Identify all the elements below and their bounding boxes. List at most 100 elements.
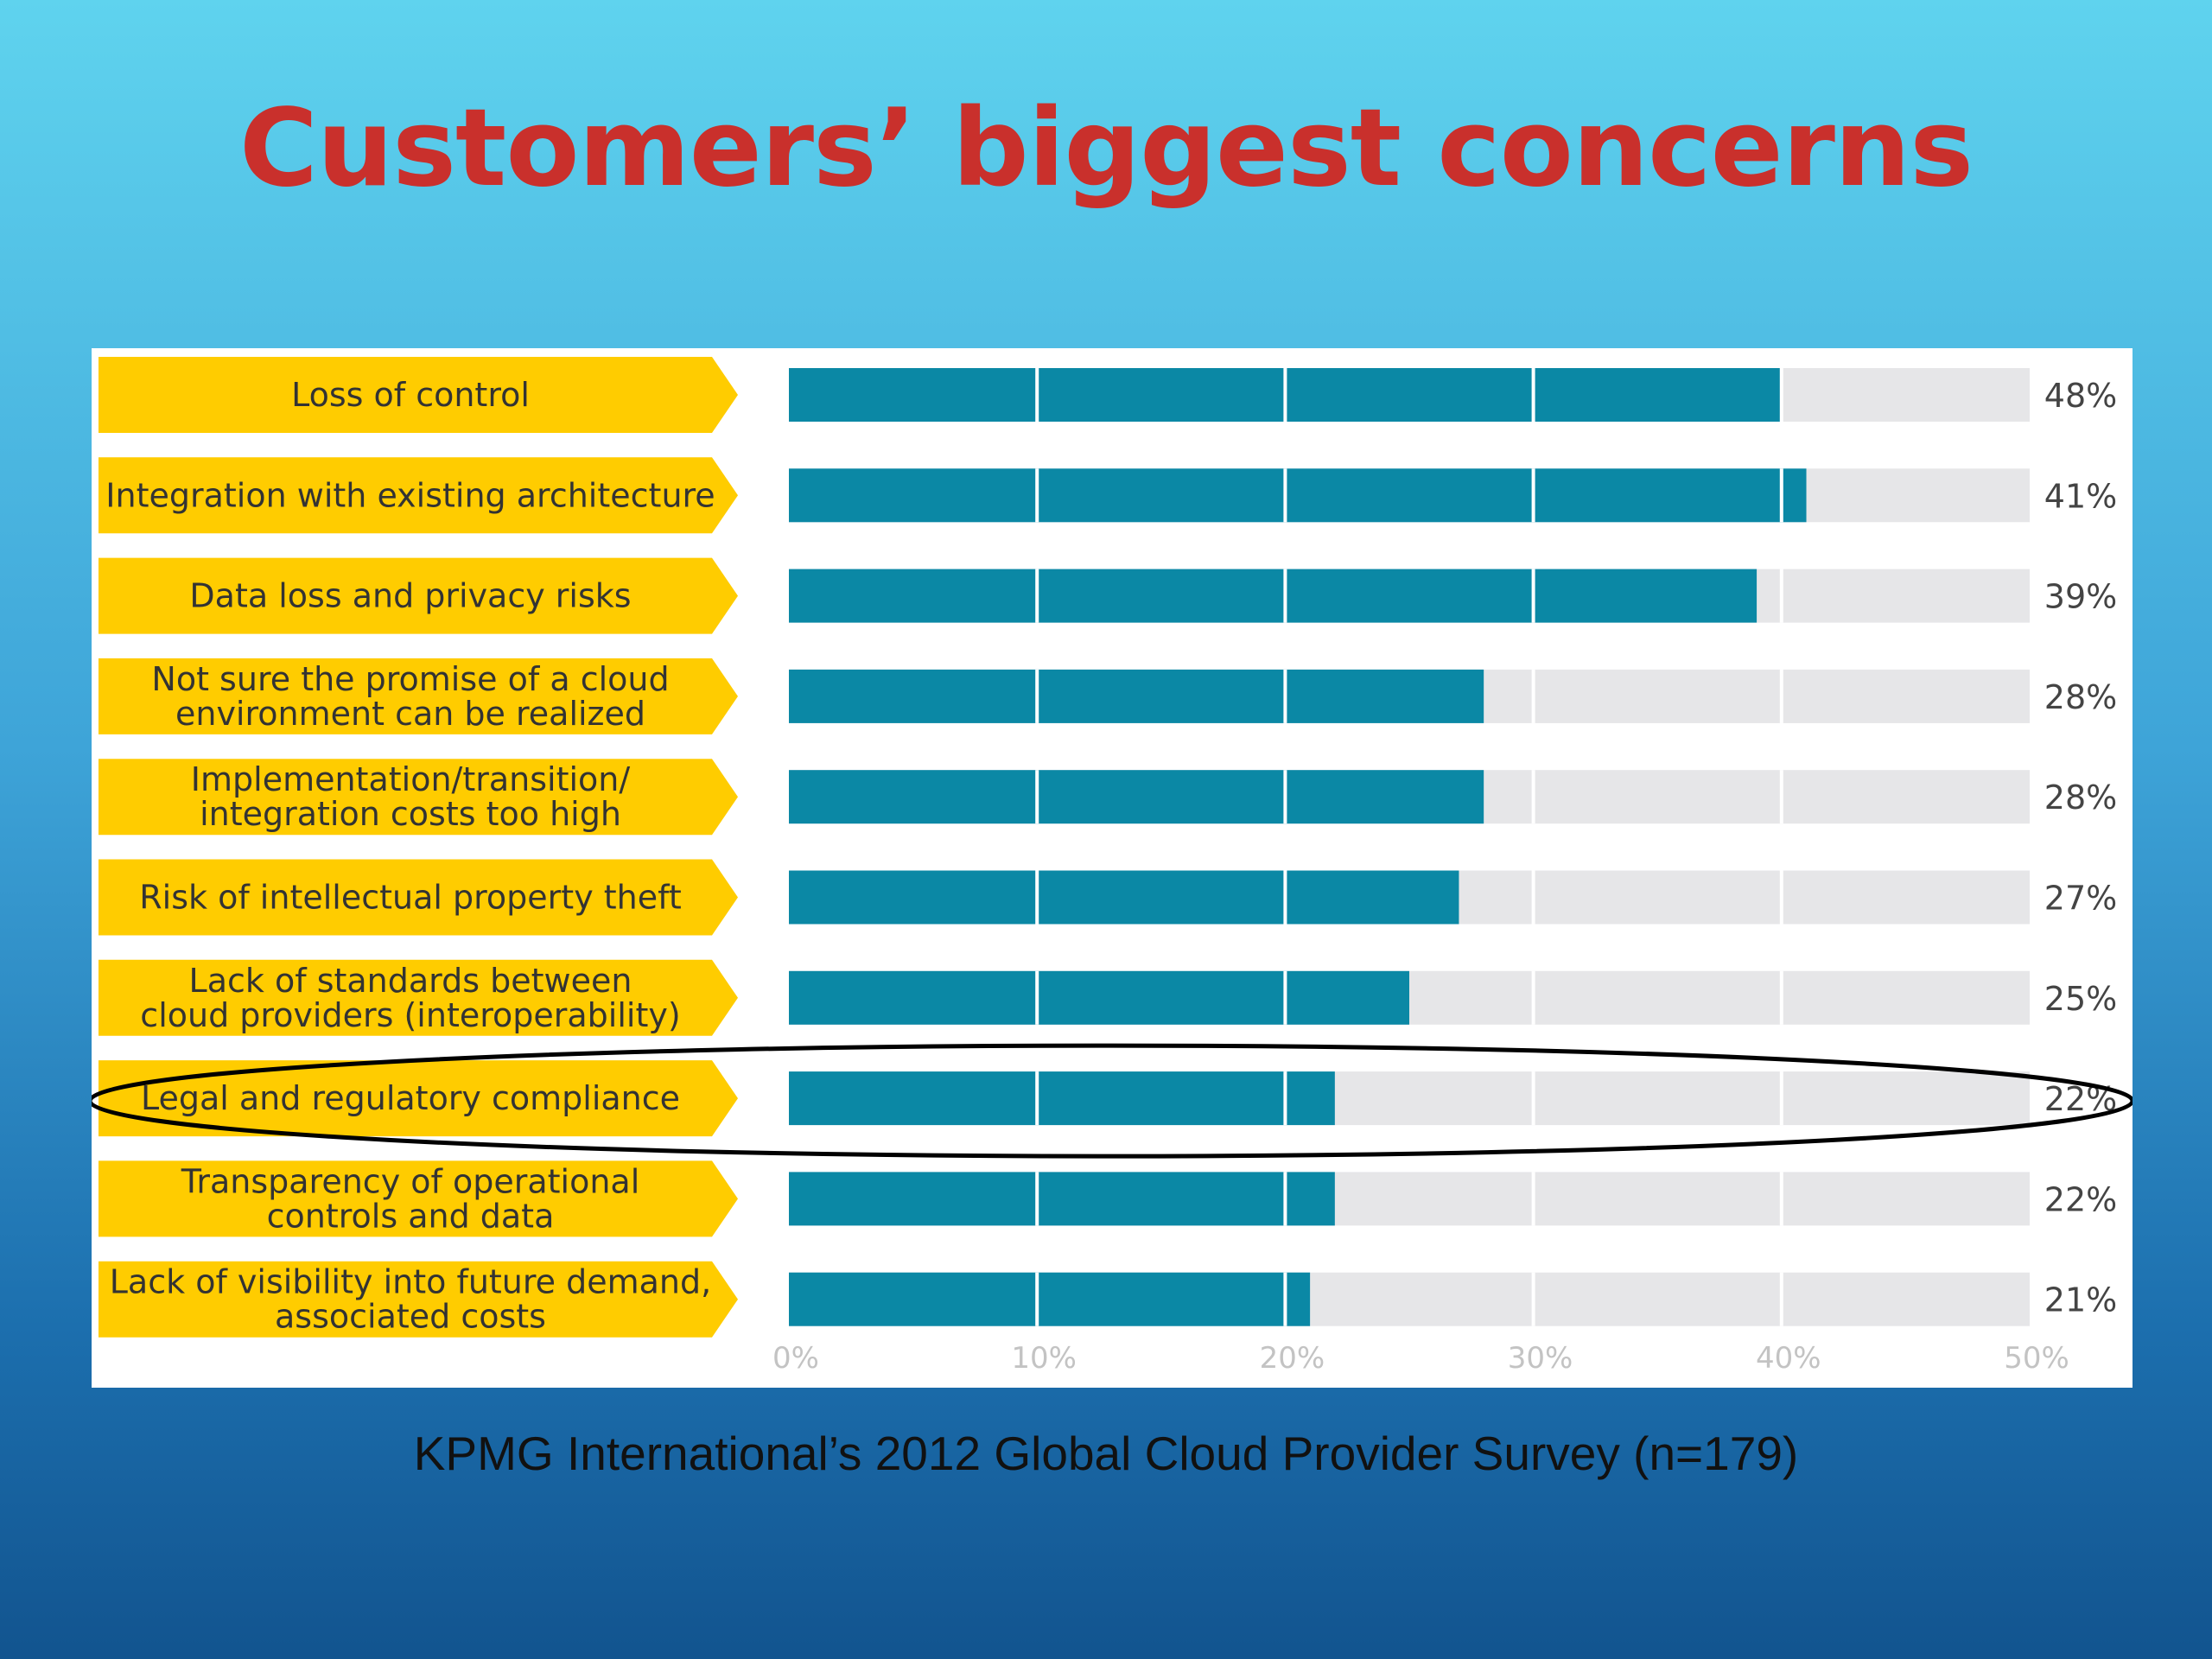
gridline bbox=[1531, 970, 1535, 1025]
bar bbox=[789, 870, 1459, 925]
category-label: Transparency of operational controls and … bbox=[181, 1162, 640, 1235]
gridline bbox=[1779, 770, 1783, 824]
x-tick-label: 30% bbox=[1508, 1341, 1573, 1376]
gridline bbox=[1531, 870, 1535, 925]
category-label-line: Loss of control bbox=[291, 376, 530, 414]
category-label-line: Lack of standards between bbox=[189, 962, 632, 1000]
bar bbox=[789, 569, 1758, 623]
category-tag bbox=[99, 759, 738, 836]
gridline bbox=[1531, 669, 1535, 723]
bar bbox=[789, 1172, 1335, 1226]
value-label: 25% bbox=[2044, 980, 2117, 1018]
category-label-line: cloud providers (interoperability) bbox=[140, 996, 680, 1034]
bar bbox=[789, 1272, 1311, 1326]
category-label: Implementation/transition/integration co… bbox=[191, 760, 631, 833]
category-label-line: associated costs bbox=[275, 1298, 546, 1336]
bar bbox=[789, 970, 1409, 1025]
gridline bbox=[1035, 970, 1039, 1025]
gridline bbox=[1035, 1172, 1039, 1226]
gridline bbox=[1531, 468, 1535, 523]
gridline bbox=[1283, 569, 1287, 623]
category-label-line: Integration with existing architecture bbox=[105, 476, 715, 514]
gridline bbox=[1283, 870, 1287, 925]
x-tick-label: 20% bbox=[1260, 1341, 1325, 1376]
gridline bbox=[1779, 970, 1783, 1025]
category-label-line: Transparency of operational bbox=[181, 1162, 640, 1200]
category-label: Lack of visibility into future demand, as… bbox=[110, 1263, 711, 1336]
gridline bbox=[1779, 1071, 1783, 1126]
gridline bbox=[1283, 770, 1287, 824]
value-label: 27% bbox=[2044, 880, 2117, 918]
bar bbox=[789, 669, 1484, 723]
category-label-line: Legal and regulatory compliance bbox=[141, 1079, 680, 1117]
category-tag bbox=[99, 658, 738, 734]
source-caption: KPMG International’s 2012 Global Cloud P… bbox=[413, 1427, 1799, 1480]
value-label: 41% bbox=[2044, 477, 2117, 515]
x-tick-label: 10% bbox=[1011, 1341, 1077, 1376]
value-label: 28% bbox=[2044, 779, 2117, 817]
gridline bbox=[1283, 468, 1287, 523]
category-tag bbox=[99, 1261, 738, 1338]
gridline bbox=[1035, 870, 1039, 925]
value-label: 28% bbox=[2044, 678, 2117, 716]
bar-chart: Loss of control 48% Integration with exist… bbox=[92, 357, 2133, 1376]
gridline bbox=[1779, 468, 1783, 523]
gridline bbox=[1779, 669, 1783, 723]
category-tag bbox=[99, 457, 738, 534]
category-label: Loss of control bbox=[291, 376, 530, 414]
highlight-ellipse bbox=[92, 1043, 2133, 1159]
gridline bbox=[1531, 1071, 1535, 1126]
bar bbox=[789, 468, 1807, 523]
category-tag bbox=[99, 557, 738, 634]
gridline bbox=[1779, 870, 1783, 925]
category-label: Not sure the promise of a cloud environme… bbox=[151, 660, 669, 733]
gridline bbox=[1035, 569, 1039, 623]
value-label: 48% bbox=[2044, 377, 2117, 415]
gridline bbox=[1035, 468, 1039, 523]
category-label-line: integration costs too high bbox=[200, 795, 621, 833]
category-label: Integration with existing architecture bbox=[105, 476, 715, 514]
category-tag bbox=[99, 357, 738, 433]
gridline bbox=[1035, 770, 1039, 824]
category-label: Legal and regulatory compliance bbox=[141, 1079, 680, 1117]
category-label-line: Risk of intellectual property theft bbox=[139, 879, 681, 917]
gridline bbox=[1779, 1272, 1783, 1326]
category-tag bbox=[99, 1060, 738, 1137]
gridline bbox=[1779, 368, 1783, 422]
category-label: Data loss and privacy risks bbox=[189, 577, 631, 615]
gridline bbox=[1283, 1272, 1287, 1326]
gridline bbox=[1531, 770, 1535, 824]
gridline bbox=[1035, 368, 1039, 422]
gridline bbox=[1531, 368, 1535, 422]
bar bbox=[789, 1071, 1335, 1126]
category-tag bbox=[99, 859, 738, 936]
gridline bbox=[1283, 368, 1287, 422]
gridline bbox=[1531, 1272, 1535, 1326]
bar bbox=[789, 770, 1484, 824]
gridline bbox=[1035, 1272, 1039, 1326]
gridline bbox=[1779, 569, 1783, 623]
value-label: 21% bbox=[2044, 1281, 2117, 1319]
slide-title: Customers’ biggest concerns bbox=[238, 86, 1974, 211]
category-label: Lack of standards between cloud providers… bbox=[140, 962, 680, 1034]
category-label-line: Lack of visibility into future demand, bbox=[110, 1263, 711, 1301]
gridline bbox=[1531, 569, 1535, 623]
category-tag bbox=[99, 959, 738, 1036]
value-label: 22% bbox=[2044, 1180, 2117, 1218]
category-label-line: Implementation/transition/ bbox=[191, 760, 631, 798]
gridline bbox=[1779, 1172, 1783, 1226]
x-tick-label: 40% bbox=[1756, 1341, 1821, 1376]
category-label-line: Not sure the promise of a cloud bbox=[151, 660, 669, 698]
category-label-line: controls and data bbox=[267, 1197, 555, 1235]
gridline bbox=[1283, 669, 1287, 723]
x-tick-label: 0% bbox=[772, 1341, 819, 1376]
gridline bbox=[1283, 1172, 1287, 1226]
value-label: 39% bbox=[2044, 578, 2117, 616]
x-tick-label: 50% bbox=[2004, 1341, 2069, 1376]
gridline bbox=[1035, 669, 1039, 723]
category-label-line: Data loss and privacy risks bbox=[189, 577, 631, 615]
chart-panel: Loss of control 48% Integration with exist… bbox=[92, 348, 2133, 1388]
gridline bbox=[1035, 1071, 1039, 1126]
gridline bbox=[1531, 1172, 1535, 1226]
category-tag bbox=[99, 1160, 738, 1237]
